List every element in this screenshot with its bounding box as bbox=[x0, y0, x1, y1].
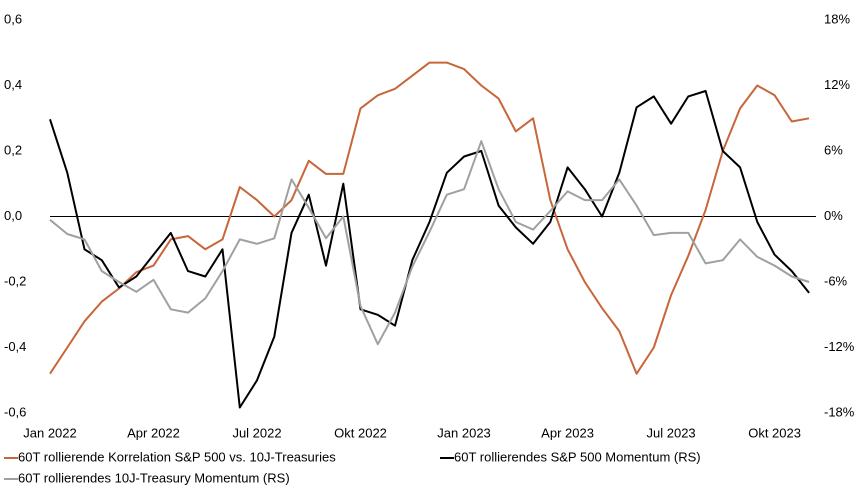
x-tick-label: Okt 2022 bbox=[334, 425, 387, 440]
x-tick-label: Apr 2022 bbox=[127, 425, 180, 440]
x-tick-label: Jan 2023 bbox=[437, 425, 491, 440]
series-line bbox=[49, 61, 810, 375]
y-tick-label: 0,0 bbox=[4, 208, 22, 223]
series-line bbox=[49, 140, 810, 346]
y2-tick-label: -6% bbox=[824, 273, 848, 288]
y2-tick-label: 0% bbox=[824, 208, 843, 223]
series-line bbox=[49, 90, 810, 409]
legend-label: 60T rollierendes S&P 500 Momentum (RS) bbox=[454, 449, 701, 464]
y2-tick-label: 12% bbox=[824, 77, 850, 92]
y-tick-label: 0,4 bbox=[4, 77, 22, 92]
x-tick-label: Jan 2022 bbox=[23, 425, 77, 440]
y2-tick-label: -18% bbox=[824, 404, 855, 419]
y-tick-label: -0,2 bbox=[4, 273, 26, 288]
y-tick-label: -0,4 bbox=[4, 339, 26, 354]
y-tick-label: 0,2 bbox=[4, 142, 22, 157]
legend-label: 60T rollierende Korrelation S&P 500 vs. … bbox=[18, 449, 336, 464]
x-tick-label: Apr 2023 bbox=[541, 425, 594, 440]
legend-label: 60T rollierendes 10J-Treasury Momentum (… bbox=[18, 470, 290, 485]
y-tick-label: -0,6 bbox=[4, 404, 26, 419]
x-tick-label: Jul 2023 bbox=[647, 425, 696, 440]
y2-tick-label: 18% bbox=[824, 11, 850, 26]
y2-tick-label: -12% bbox=[824, 339, 855, 354]
y2-tick-label: 6% bbox=[824, 142, 843, 157]
x-tick-label: Jul 2022 bbox=[232, 425, 281, 440]
x-tick-label: Okt 2023 bbox=[748, 425, 801, 440]
y-tick-label: 0,6 bbox=[4, 11, 22, 26]
